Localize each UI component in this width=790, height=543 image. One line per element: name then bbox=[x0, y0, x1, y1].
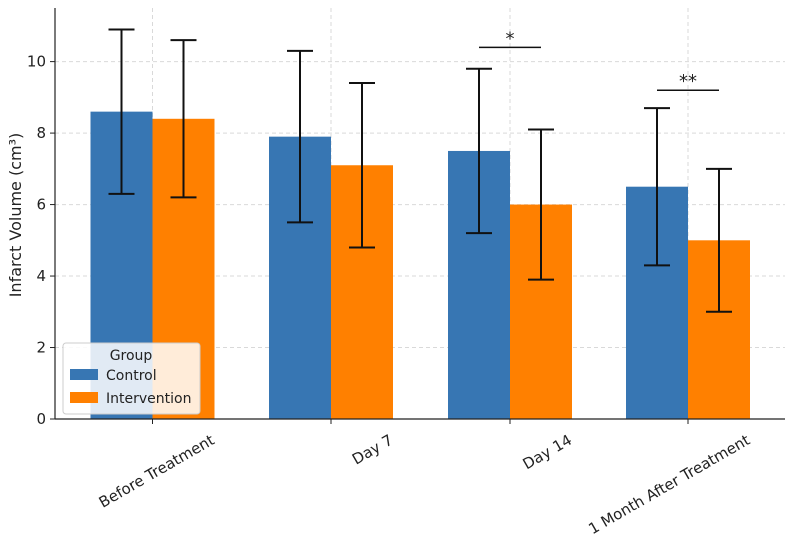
legend-label-intervention: Intervention bbox=[106, 391, 191, 407]
y-tick-label: 6 bbox=[36, 196, 46, 214]
y-tick-label: 2 bbox=[36, 339, 46, 357]
x-tick-label: Before Treatment bbox=[96, 431, 218, 512]
error-bars bbox=[108, 28, 732, 313]
significance-label: ** bbox=[679, 71, 697, 92]
x-tick-label: 1 Month After Treatment bbox=[585, 431, 753, 538]
y-tick-label: 0 bbox=[36, 410, 46, 428]
significance-annotations: *** bbox=[479, 28, 719, 92]
legend-swatch-intervention bbox=[70, 392, 98, 403]
x-tick-label: Day 14 bbox=[520, 431, 575, 473]
y-ticks: 0 2 4 6 8 10 bbox=[27, 53, 55, 428]
legend-label-control: Control bbox=[106, 368, 157, 384]
y-tick-label: 4 bbox=[36, 267, 46, 285]
legend: Group Control Intervention bbox=[62, 342, 201, 415]
legend-swatch-control bbox=[70, 369, 98, 380]
y-axis-title: Infarct Volume (cm³) bbox=[6, 133, 25, 298]
y-tick-label: 8 bbox=[36, 124, 46, 142]
legend-title: Group bbox=[110, 348, 153, 364]
axes bbox=[54, 8, 785, 420]
x-tick-label: Day 7 bbox=[349, 431, 396, 469]
y-tick-label: 10 bbox=[27, 53, 46, 71]
x-ticks: Before Treatment Day 7 Day 14 1 Month After… bbox=[96, 419, 753, 538]
significance-label: * bbox=[506, 28, 515, 49]
